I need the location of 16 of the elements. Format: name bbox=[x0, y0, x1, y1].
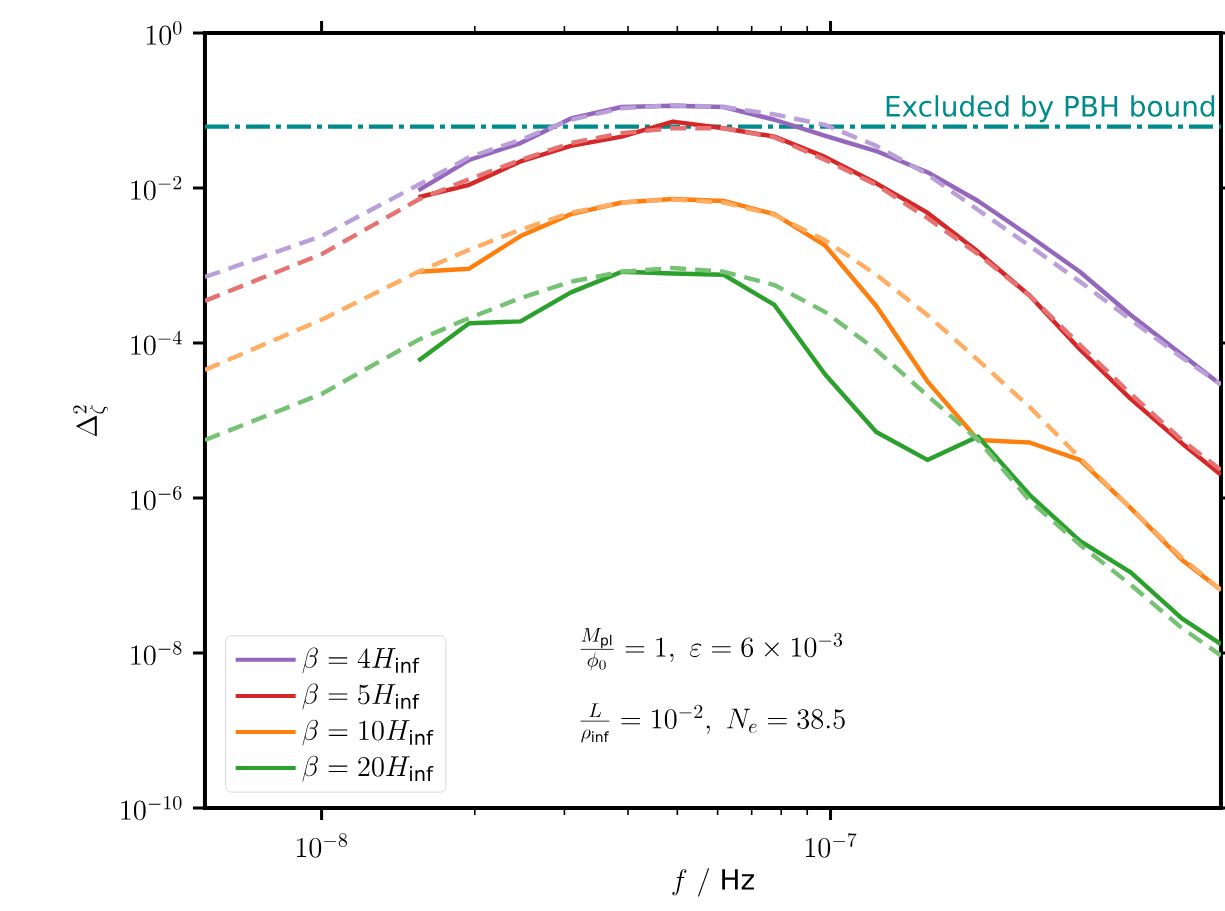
x-tick-label: $10^{-7}$ bbox=[805, 833, 857, 858]
y-tick-label: $10^{-10}$ bbox=[121, 795, 182, 821]
annotation: $\frac{M_\mathrm{pl}}{\phi_0} = 1,\ \varepsilon = 6\times 10^{-3}$ bbox=[580, 627, 843, 671]
legend-label: $\beta = 4H_\mathrm{inf}$ bbox=[302, 647, 420, 674]
y-tick-label: $10^{-4}$ bbox=[131, 330, 182, 356]
legend-label: $\beta = 10H_\mathrm{inf}$ bbox=[302, 719, 434, 746]
y-tick-label: $10^{0}$ bbox=[146, 20, 182, 46]
y-tick-label: $10^{-6}$ bbox=[131, 485, 182, 511]
y-axis-title: $\Delta^2_\zeta$ bbox=[73, 404, 108, 437]
legend-label: $\beta = 20H_\mathrm{inf}$ bbox=[302, 755, 434, 782]
y-tick-label: $10^{-8}$ bbox=[131, 640, 182, 666]
ref-line-label: Excluded by PBH bound bbox=[886, 95, 1215, 123]
legend-label: $\beta = 5H_\mathrm{inf}$ bbox=[302, 683, 420, 710]
annotation: $\frac{L}{\rho_\mathrm{inf}} = 10^{-2},\ N_e = 38.5$ bbox=[580, 703, 845, 743]
x-axis-title: $f\ /\ \mathrm{Hz}$ bbox=[672, 867, 754, 897]
y-tick-label: $10^{-2}$ bbox=[131, 175, 182, 201]
